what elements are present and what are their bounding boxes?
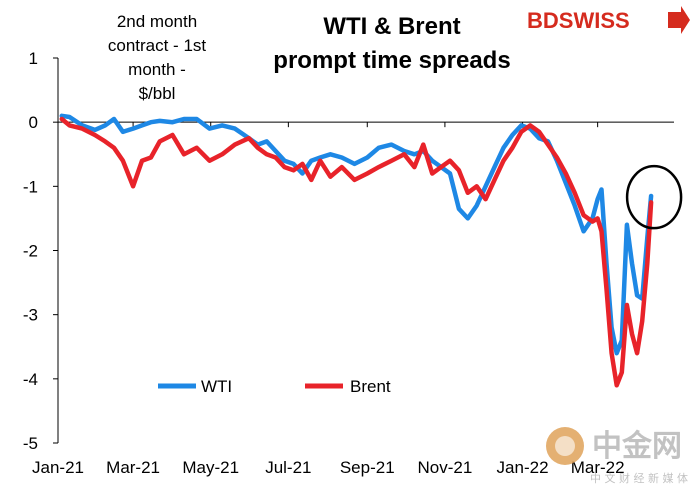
y-tick-label: 1 [29, 49, 38, 68]
y-tick-label: -1 [23, 177, 38, 196]
chart-title-line1: WTI & Brent [323, 13, 460, 40]
brand-name: BDSWISS [527, 8, 630, 33]
y-tick-label: -4 [23, 370, 38, 389]
chart-title-line2: prompt time spreads [273, 47, 510, 74]
y-tick-labels: 1 0 -1 -2 -3 -4 -5 [23, 49, 58, 453]
series-line-wti [59, 113, 654, 356]
legend-wti-label: WTI [201, 377, 232, 396]
series-line-brent [59, 116, 654, 388]
x-tick-label: Sep-21 [340, 458, 395, 477]
highlight-circle [625, 164, 683, 230]
x-tick-label: Nov-21 [418, 458, 473, 477]
y-tick-label: 0 [29, 113, 38, 132]
y-axis-label-line3: month - [128, 60, 186, 79]
y-axis-label-line2: contract - 1st [108, 36, 207, 55]
legend: WTI Brent [158, 377, 391, 396]
x-tick-labels: Jan-21 Mar-21 May-21 Jul-21 Sep-21 Nov-21 Jan-… [32, 122, 625, 477]
brand-logo: BDSWISS [527, 6, 690, 34]
x-tick-label: Mar-22 [571, 458, 625, 477]
x-tick-label: Jul-21 [265, 458, 311, 477]
series-lines [59, 113, 654, 388]
x-tick-label: Mar-21 [106, 458, 160, 477]
watermark-main: 中金网 [592, 429, 682, 464]
watermark-sub: 中 文 财 经 新 媒 体 [590, 471, 688, 485]
y-tick-label: -3 [23, 306, 38, 325]
y-axis-label-line4: $/bbl [139, 84, 176, 103]
brand-arrow-icon [668, 6, 690, 34]
x-tick-label: Jan-21 [32, 458, 84, 477]
y-tick-label: -2 [23, 242, 38, 261]
y-axis-label-line1: 2nd month [117, 12, 197, 31]
watermark: 中金网 中 文 财 经 新 媒 体 [546, 427, 688, 485]
x-tick-label: May-21 [182, 458, 239, 477]
annotations [625, 164, 683, 230]
x-tick-label: Jan-22 [497, 458, 549, 477]
legend-brent-label: Brent [350, 377, 391, 396]
y-tick-label: -5 [23, 434, 38, 453]
